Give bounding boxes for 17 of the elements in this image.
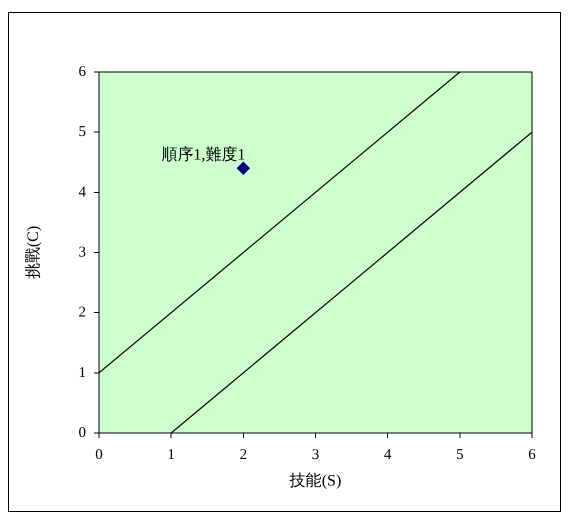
y-tick-label: 0 xyxy=(78,424,86,441)
x-tick-label: 6 xyxy=(528,446,536,463)
y-tick-label: 1 xyxy=(78,364,86,381)
annotation: 順序1,難度1 xyxy=(161,145,246,164)
x-tick-label: 5 xyxy=(456,446,464,463)
y-tick-label: 3 xyxy=(78,244,86,260)
y-tick-label: 6 xyxy=(78,64,86,80)
y-axis-title: 挑戰(C) xyxy=(24,226,42,280)
x-axis-title: 技能(S) xyxy=(288,472,342,490)
x-tick-label: 1 xyxy=(167,446,175,463)
x-tick-label: 4 xyxy=(384,446,392,463)
y-tick-label: 2 xyxy=(78,304,86,321)
x-tick-label: 0 xyxy=(95,446,103,463)
x-tick-label: 2 xyxy=(240,446,248,463)
y-tick-label: 4 xyxy=(78,184,86,200)
y-tick-label: 5 xyxy=(78,124,86,140)
x-tick-label: 3 xyxy=(312,446,320,463)
